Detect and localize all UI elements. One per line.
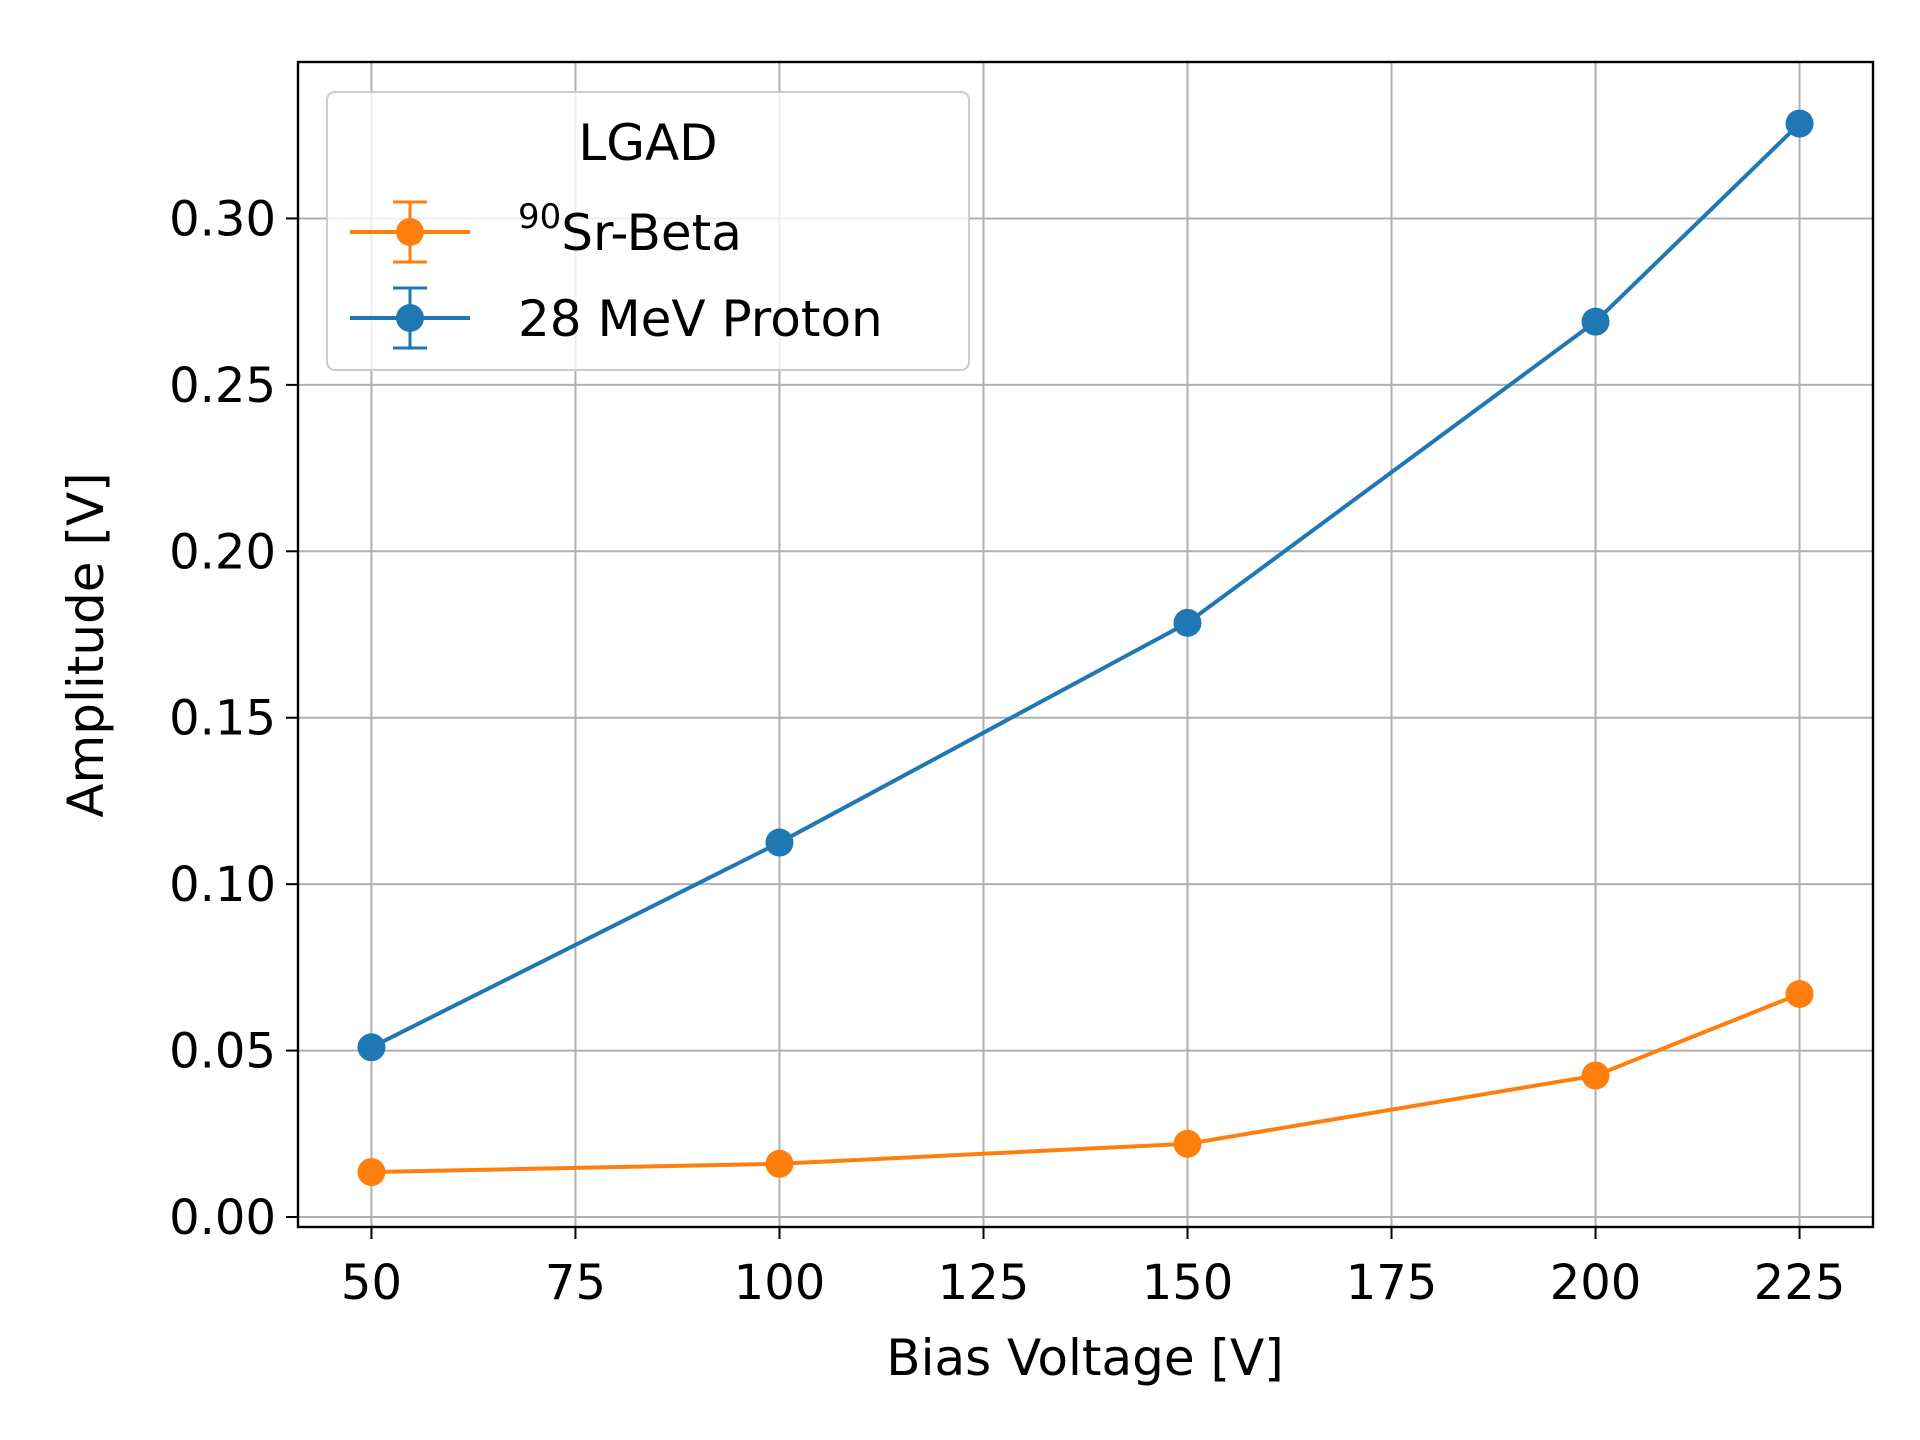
legend-swatch-marker <box>396 304 424 332</box>
legend-label: 28 MeV Proton <box>518 290 883 348</box>
x-tick-label: 50 <box>341 1255 402 1311</box>
series-sr-beta <box>357 980 1814 1187</box>
series-layer <box>357 109 1814 1187</box>
y-tick-label: 0.20 <box>169 524 276 580</box>
x-axis-label: Bias Voltage [V] <box>886 1329 1283 1387</box>
data-point <box>765 828 794 857</box>
y-tick-label: 0.15 <box>169 691 276 747</box>
series-28-mev-proton <box>357 109 1814 1062</box>
data-point <box>357 1033 386 1062</box>
legend-title: LGAD <box>578 114 717 172</box>
data-point <box>1785 980 1814 1008</box>
y-tick-label: 0.05 <box>169 1024 276 1080</box>
legend-entries: 90Sr-Beta 28 MeV Proton <box>350 197 883 350</box>
legend-box <box>326 91 970 371</box>
x-tick-label: 225 <box>1754 1255 1846 1311</box>
x-tick-label: 175 <box>1346 1255 1438 1311</box>
y-axis-label: Amplitude [V] <box>57 472 115 817</box>
x-tick-label: 150 <box>1142 1255 1234 1311</box>
legend-label-superscript: 90 <box>518 197 561 237</box>
y-tick-label: 0.00 <box>169 1190 276 1246</box>
ticks: 50 75 100 125 150 175 200 225 0.00 0.05 0.10 0.15 0.… <box>169 191 1845 1311</box>
legend: LGAD 90Sr-Beta 28 MeV Proton <box>326 91 970 371</box>
legend-entry: 28 MeV Proton <box>350 286 883 350</box>
y-tick-label: 0.30 <box>169 191 276 247</box>
x-tick-label: 125 <box>938 1255 1030 1311</box>
x-tick-label: 75 <box>545 1255 606 1311</box>
legend-label-text: Sr-Beta <box>561 204 742 262</box>
y-tick-label: 0.25 <box>169 358 276 414</box>
plot-frame <box>296 60 1875 1229</box>
data-point <box>1581 307 1610 336</box>
data-point <box>357 1158 386 1187</box>
y-tick-label: 0.10 <box>169 857 276 913</box>
data-point <box>1173 608 1202 637</box>
data-point <box>1785 109 1814 138</box>
legend-label: 90Sr-Beta <box>518 197 742 262</box>
data-point <box>765 1149 794 1178</box>
data-point <box>1173 1129 1202 1158</box>
legend-swatch-marker <box>396 218 424 246</box>
x-tick-label: 200 <box>1550 1255 1642 1311</box>
data-point <box>1581 1061 1610 1090</box>
x-tick-label: 100 <box>734 1255 826 1311</box>
legend-entry: 90Sr-Beta <box>350 197 742 264</box>
